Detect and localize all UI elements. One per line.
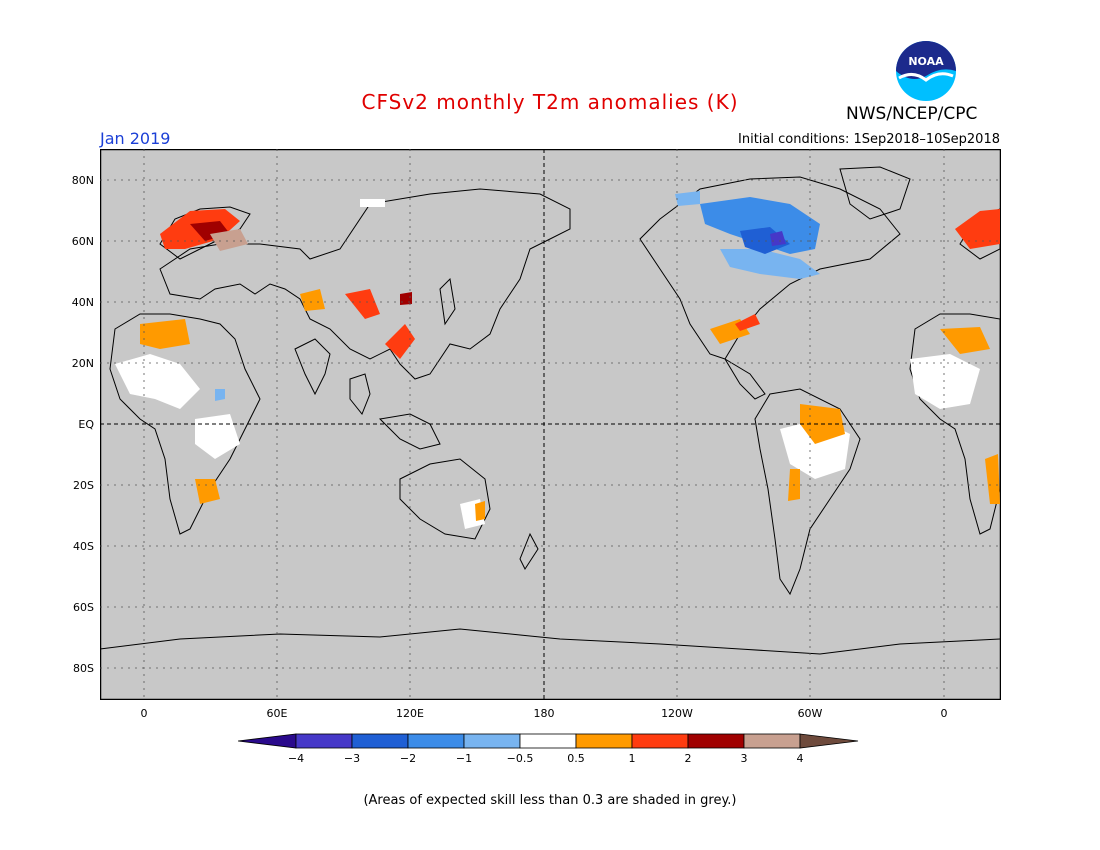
colorbar-bin-6 xyxy=(575,733,633,749)
initial-conditions: Initial conditions: 1Sep2018–10Sep2018 xyxy=(738,132,1000,147)
lat-label-40n: 40N xyxy=(72,296,94,309)
colorbar-label-p1: 1 xyxy=(629,752,636,765)
colorbar-label-m05: −0.5 xyxy=(507,752,534,765)
colorbar-label-p2: 2 xyxy=(685,752,692,765)
colorbar-bin-9 xyxy=(743,733,801,749)
colorbar-label-m2: −2 xyxy=(400,752,416,765)
lat-label-80n: 80N xyxy=(72,174,94,187)
lat-axis: 80N 60N 40N 20N EQ 20S 40S 60S 80S xyxy=(72,174,95,675)
lon-label-0: 0 xyxy=(141,707,148,720)
world-map xyxy=(100,149,1001,700)
footnote: (Areas of expected skill less than 0.3 a… xyxy=(363,793,737,808)
colorbar-bin-2 xyxy=(351,733,409,749)
colorbar-bin-4 xyxy=(463,733,521,749)
colorbar-label-m3: −3 xyxy=(344,752,360,765)
map-title: CFSv2 monthly T2m anomalies (K) xyxy=(361,90,739,114)
colorbar-bin-8 xyxy=(687,733,745,749)
colorbar-bin-7 xyxy=(631,733,689,749)
noaa-logo: NOAA xyxy=(895,40,957,102)
anomaly-positive-very-large xyxy=(210,229,248,251)
lon-label-180: 180 xyxy=(534,707,555,720)
colorbar: −4 −3 −2 −1 −0.5 0.5 1 2 3 4 xyxy=(238,733,859,765)
equator-dateline xyxy=(100,149,1000,699)
colorbar-bin-5 xyxy=(519,733,577,749)
colorbar-label-p3: 3 xyxy=(741,752,748,765)
lon-label-120w: 120W xyxy=(661,707,693,720)
lat-label-60n: 60N xyxy=(72,235,94,248)
anomaly-near-zero xyxy=(115,199,980,529)
lat-label-60s: 60S xyxy=(73,601,94,614)
colorbar-label-p4: 4 xyxy=(797,752,804,765)
colorbar-arrow-low xyxy=(238,733,297,749)
lon-label-60e: 60E xyxy=(267,707,288,720)
colorbar-bin-3 xyxy=(407,733,465,749)
lat-label-20s: 20S xyxy=(73,479,94,492)
colorbar-label-m4: −4 xyxy=(288,752,304,765)
svg-text:NOAA: NOAA xyxy=(908,55,944,68)
colorbar-label-p05: 0.5 xyxy=(567,752,585,765)
lon-axis: 0 60E 120E 180 120W 60W 0 xyxy=(141,707,948,720)
forecast-month: Jan 2019 xyxy=(100,129,171,148)
anomaly-negative xyxy=(215,191,820,401)
lat-label-20n: 20N xyxy=(72,357,94,370)
agency-label: NWS/NCEP/CPC xyxy=(846,104,978,124)
colorbar-bin-1 xyxy=(295,733,353,749)
lat-label-40s: 40S xyxy=(73,540,94,553)
lon-label-0-right: 0 xyxy=(941,707,948,720)
colorbar-label-m1: −1 xyxy=(456,752,472,765)
colorbar-arrow-high xyxy=(799,733,859,749)
lon-label-120e: 120E xyxy=(396,707,424,720)
land-outlines xyxy=(100,166,1001,655)
lat-label-80s: 80S xyxy=(73,662,94,675)
lon-label-60w: 60W xyxy=(798,707,823,720)
lat-label-eq: EQ xyxy=(78,418,94,431)
